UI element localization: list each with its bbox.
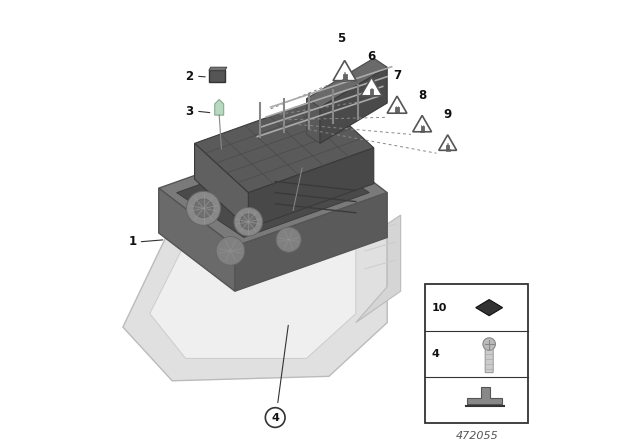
Text: 7: 7 bbox=[393, 69, 401, 82]
Polygon shape bbox=[333, 60, 356, 81]
Text: 8: 8 bbox=[418, 89, 426, 102]
Polygon shape bbox=[150, 215, 356, 358]
Polygon shape bbox=[445, 149, 450, 151]
Circle shape bbox=[241, 214, 256, 230]
Text: 3: 3 bbox=[186, 104, 194, 118]
Polygon shape bbox=[420, 131, 424, 132]
FancyBboxPatch shape bbox=[425, 284, 529, 423]
Text: 2: 2 bbox=[186, 69, 194, 83]
Circle shape bbox=[216, 237, 244, 265]
Polygon shape bbox=[369, 95, 374, 96]
Polygon shape bbox=[356, 215, 401, 323]
Polygon shape bbox=[307, 58, 387, 108]
Text: 4: 4 bbox=[432, 349, 440, 359]
Polygon shape bbox=[439, 135, 457, 151]
Circle shape bbox=[186, 191, 221, 225]
Polygon shape bbox=[396, 108, 399, 112]
Text: 1: 1 bbox=[128, 235, 136, 249]
Polygon shape bbox=[123, 188, 387, 381]
Polygon shape bbox=[343, 74, 346, 79]
Circle shape bbox=[276, 227, 301, 252]
Polygon shape bbox=[209, 70, 225, 82]
Polygon shape bbox=[413, 116, 431, 132]
Circle shape bbox=[483, 338, 495, 350]
Polygon shape bbox=[215, 99, 224, 115]
Polygon shape bbox=[195, 99, 374, 193]
Text: 10: 10 bbox=[432, 303, 447, 313]
Text: 6: 6 bbox=[367, 50, 376, 63]
FancyBboxPatch shape bbox=[485, 346, 493, 373]
Polygon shape bbox=[159, 188, 235, 291]
Text: 4: 4 bbox=[271, 413, 279, 422]
Polygon shape bbox=[177, 148, 369, 237]
Text: 5: 5 bbox=[337, 32, 346, 45]
Polygon shape bbox=[342, 79, 348, 81]
Polygon shape bbox=[195, 143, 248, 228]
Text: 472055: 472055 bbox=[456, 431, 498, 441]
Polygon shape bbox=[387, 96, 407, 113]
Polygon shape bbox=[248, 148, 374, 228]
Polygon shape bbox=[159, 134, 387, 246]
Circle shape bbox=[234, 207, 262, 236]
Circle shape bbox=[266, 408, 285, 427]
Polygon shape bbox=[361, 77, 382, 96]
Polygon shape bbox=[420, 126, 424, 131]
Text: 9: 9 bbox=[444, 108, 452, 121]
Polygon shape bbox=[320, 67, 387, 143]
Polygon shape bbox=[446, 145, 449, 149]
Polygon shape bbox=[209, 67, 227, 70]
Polygon shape bbox=[370, 90, 373, 95]
Polygon shape bbox=[476, 300, 502, 316]
Polygon shape bbox=[235, 193, 387, 291]
Polygon shape bbox=[467, 387, 502, 404]
Polygon shape bbox=[395, 112, 399, 113]
Polygon shape bbox=[307, 99, 320, 143]
Circle shape bbox=[194, 199, 213, 218]
